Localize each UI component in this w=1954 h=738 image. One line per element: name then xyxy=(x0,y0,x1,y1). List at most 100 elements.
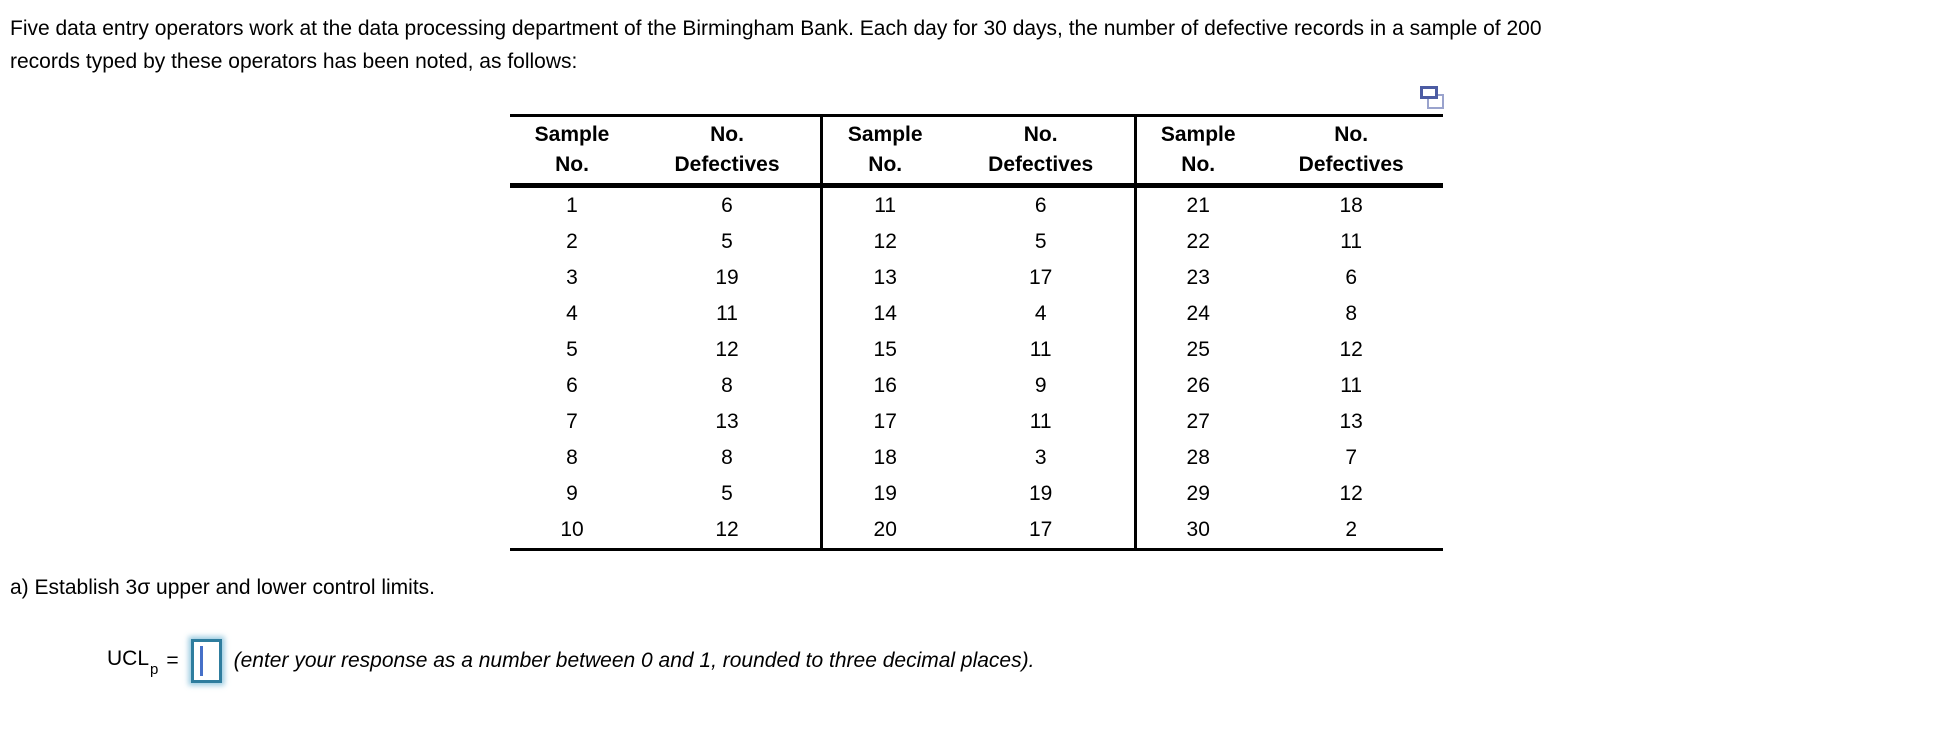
defectives-cell: 5 xyxy=(721,482,733,505)
table-row: 18 3 xyxy=(823,440,1134,476)
sample-no-cell: 8 xyxy=(566,446,578,469)
table-header-row: Sample No. No. Defectives xyxy=(823,117,1134,188)
table-row: 10 12 xyxy=(510,512,820,548)
defectives-cell: 6 xyxy=(721,194,733,217)
table-column-group-1: Sample No. No. Defectives 1 6 2 5 3 19 4 11 5 12 6… xyxy=(510,117,820,548)
defectives-cell: 12 xyxy=(715,338,739,361)
defectives-cell: 17 xyxy=(1029,266,1053,289)
defectives-cell: 12 xyxy=(1339,338,1363,361)
sample-no-column-header: Sample No. xyxy=(847,123,923,176)
table-column-group-2: Sample No. No. Defectives 11 6 12 5 13 17 14 4 1… xyxy=(820,117,1134,548)
sample-no-cell: 11 xyxy=(874,194,897,217)
table-row: 13 17 xyxy=(823,260,1134,296)
sample-no-cell: 1 xyxy=(566,194,578,217)
defectives-cell: 18 xyxy=(1339,194,1363,217)
defectives-cell: 13 xyxy=(715,410,739,433)
sample-no-cell: 19 xyxy=(873,482,897,505)
sample-no-cell: 27 xyxy=(1186,410,1210,433)
table-row: 17 11 xyxy=(823,404,1134,440)
defectives-cell: 11 xyxy=(1029,410,1052,433)
sample-no-cell: 6 xyxy=(566,374,578,397)
defectives-cell: 11 xyxy=(1340,374,1363,397)
defectives-cell: 19 xyxy=(1029,482,1053,505)
defectives-cell: 11 xyxy=(1340,230,1363,253)
table-row: 16 9 xyxy=(823,368,1134,404)
text-caret xyxy=(199,646,203,676)
table-row: 19 19 xyxy=(823,476,1134,512)
sample-no-cell: 25 xyxy=(1186,338,1210,361)
no-defectives-column-header: No. Defectives xyxy=(988,123,1094,176)
defectives-cell: 4 xyxy=(1034,302,1047,325)
sample-no-cell: 12 xyxy=(873,230,897,253)
sample-no-cell: 7 xyxy=(566,410,578,433)
defectives-cell: 9 xyxy=(1034,374,1047,397)
sample-no-cell: 5 xyxy=(566,338,578,361)
sample-no-cell: 18 xyxy=(873,446,897,469)
defectives-cell: 6 xyxy=(1345,266,1358,289)
table-row: 30 2 xyxy=(1137,512,1443,548)
defectives-cell: 8 xyxy=(1345,302,1358,325)
sample-no-cell: 22 xyxy=(1186,230,1210,253)
table-row: 14 4 xyxy=(823,296,1134,332)
table-body-group-1: 1 6 2 5 3 19 4 11 5 12 6 8 7 13 8 8 9 5 10 12 xyxy=(510,188,820,548)
sample-no-cell: 30 xyxy=(1186,518,1210,541)
defectives-cell: 11 xyxy=(1029,338,1052,361)
sample-no-cell: 29 xyxy=(1186,482,1210,505)
table-row: 21 18 xyxy=(1137,188,1443,224)
sample-no-cell: 9 xyxy=(566,482,578,505)
table-row: 27 13 xyxy=(1137,404,1443,440)
ucl-input[interactable] xyxy=(190,639,222,683)
defectives-cell: 8 xyxy=(721,374,733,397)
sample-no-cell: 4 xyxy=(566,302,578,325)
table-row: 5 12 xyxy=(510,332,820,368)
defectives-cell: 6 xyxy=(1034,194,1047,217)
table-row: 28 7 xyxy=(1137,440,1443,476)
sample-no-cell: 2 xyxy=(566,230,578,253)
defectives-cell: 17 xyxy=(1029,518,1053,541)
equals-sign: = xyxy=(166,649,179,672)
table-header-row: Sample No. No. Defectives xyxy=(1137,117,1443,188)
ucl-answer-row: UCLp = (enter your response as a number … xyxy=(107,634,1034,688)
popout-table-icon[interactable] xyxy=(1420,86,1446,112)
table-row: 7 13 xyxy=(510,404,820,440)
defectives-cell: 12 xyxy=(1339,482,1363,505)
sample-no-cell: 15 xyxy=(873,338,897,361)
table-row: 22 11 xyxy=(1137,224,1443,260)
table-row: 20 17 xyxy=(823,512,1134,548)
sample-no-cell: 20 xyxy=(873,518,897,541)
answer-format-hint: (enter your response as a number between… xyxy=(233,649,1035,672)
table-header-row: Sample No. No. Defectives xyxy=(510,117,820,188)
defectives-data-table: Sample No. No. Defectives 1 6 2 5 3 19 4 11 5 12 6… xyxy=(510,114,1443,551)
defectives-cell: 3 xyxy=(1034,446,1047,469)
sample-no-cell: 23 xyxy=(1186,266,1210,289)
ucl-label: UCLp xyxy=(107,647,159,678)
sample-no-cell: 28 xyxy=(1186,446,1210,469)
defectives-cell: 13 xyxy=(1339,410,1363,433)
table-body-group-2: 11 6 12 5 13 17 14 4 15 11 16 9 17 11 18 3 19 19 20 17 xyxy=(823,188,1134,548)
sample-no-cell: 26 xyxy=(1186,374,1210,397)
defectives-cell: 5 xyxy=(721,230,733,253)
defectives-cell: 7 xyxy=(1345,446,1358,469)
defectives-cell: 12 xyxy=(715,518,739,541)
defectives-cell: 2 xyxy=(1345,518,1358,541)
sample-no-cell: 16 xyxy=(873,374,897,397)
sample-no-cell: 24 xyxy=(1186,302,1210,325)
sample-no-cell: 21 xyxy=(1186,194,1210,217)
table-row: 11 6 xyxy=(823,188,1134,224)
table-row: 24 8 xyxy=(1137,296,1443,332)
sample-no-cell: 3 xyxy=(566,266,578,289)
table-row: 23 6 xyxy=(1137,260,1443,296)
sample-no-cell: 14 xyxy=(873,302,897,325)
sample-no-cell: 17 xyxy=(873,410,897,433)
question-part-a: a) Establish 3σ upper and lower control … xyxy=(10,576,435,599)
sample-no-cell: 13 xyxy=(873,266,897,289)
no-defectives-column-header: No. Defectives xyxy=(674,123,780,176)
defectives-cell: 8 xyxy=(721,446,733,469)
sample-no-column-header: Sample No. xyxy=(534,123,610,176)
table-column-group-3: Sample No. No. Defectives 21 18 22 11 23 6 24 8… xyxy=(1134,117,1443,548)
